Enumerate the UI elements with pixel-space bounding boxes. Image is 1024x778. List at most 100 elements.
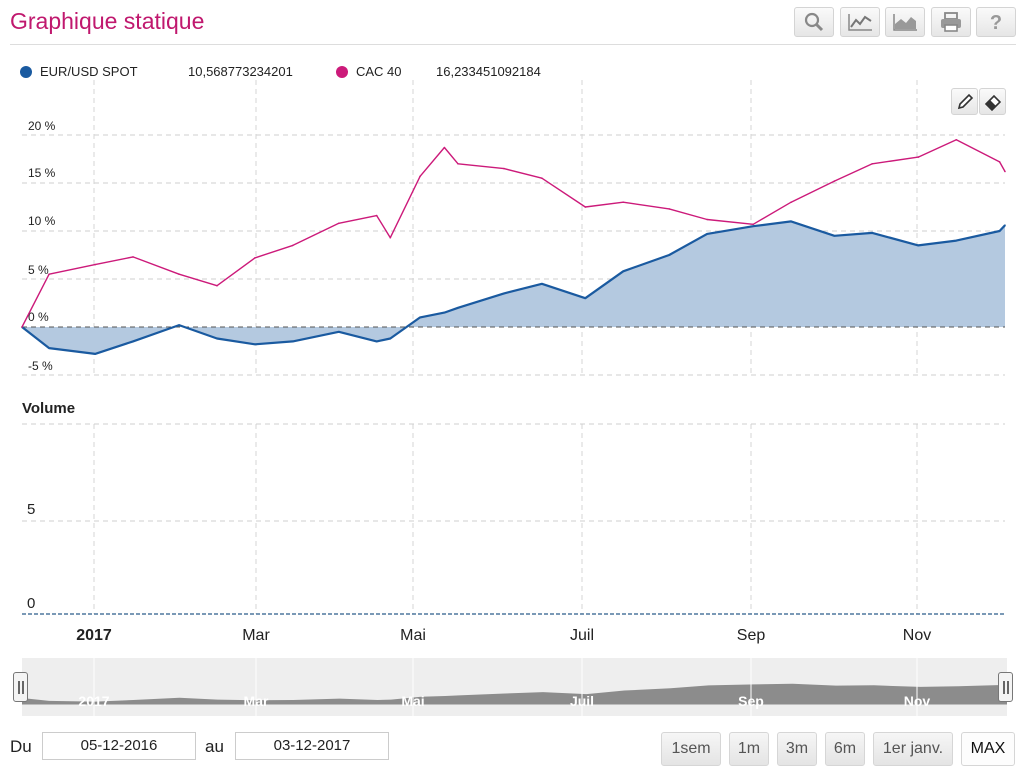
print-button[interactable]	[931, 7, 971, 37]
eurusd-point	[94, 353, 96, 355]
eurusd-point	[503, 292, 505, 295]
series-marker-icon	[20, 65, 32, 78]
navigator-right-handle[interactable]	[998, 672, 1013, 702]
eurusd-point	[375, 340, 378, 343]
range-max-button[interactable]: MAX	[961, 732, 1015, 766]
eurusd-point	[998, 230, 1001, 232]
print-icon	[941, 12, 961, 32]
eurusd-point	[668, 254, 670, 256]
to-label: au	[205, 737, 224, 756]
legend-name: CAC 40	[356, 64, 402, 79]
cac40-point	[622, 201, 624, 203]
cac40-point	[457, 163, 459, 165]
navigator-area	[22, 683, 1007, 705]
cac40-point	[375, 214, 378, 217]
eraser-icon	[984, 94, 1001, 111]
eurusd-point	[917, 244, 920, 247]
cac40-point	[871, 163, 874, 165]
cac40-point	[998, 161, 1001, 163]
range-3m-button[interactable]: 3m	[777, 732, 817, 766]
svg-text:?: ?	[990, 12, 1002, 33]
help-icon: ?	[990, 12, 1002, 33]
y-tick-label: 0 %	[28, 310, 49, 324]
y-tick-label: -5 %	[28, 359, 53, 373]
eurusd-point	[622, 270, 624, 273]
legend-value: 10,568773234201	[188, 64, 293, 79]
cac40-point	[338, 222, 340, 225]
cac40-point	[21, 326, 23, 328]
eurusd-point	[419, 316, 421, 319]
eurusd-point	[178, 324, 180, 326]
range-1m-button[interactable]: 1m	[729, 732, 769, 766]
cac40-point	[1004, 170, 1006, 173]
cac40-point	[48, 273, 50, 276]
cac40-point	[706, 218, 708, 221]
line-chart-button[interactable]	[840, 7, 880, 37]
x-tick-label: Nov	[902, 627, 932, 644]
cac40-point	[584, 206, 587, 208]
eurusd-point	[254, 343, 256, 346]
eurusd-point	[871, 232, 874, 234]
cac40-point	[216, 284, 218, 287]
cac40-point	[503, 167, 505, 170]
y-tick-label: 5 %	[28, 263, 49, 277]
pencil-button[interactable]	[951, 88, 978, 115]
legend-name: EUR/USD SPOT	[40, 64, 138, 79]
navigator-label: Mar	[243, 693, 269, 709]
cac40-point	[443, 146, 446, 149]
eurusd-point	[292, 340, 294, 343]
search-icon	[804, 12, 824, 32]
header-divider	[10, 44, 1016, 45]
cac40-point	[955, 139, 958, 141]
range-navigator[interactable]	[22, 658, 1007, 716]
eurusd-point	[790, 220, 792, 223]
help-button[interactable]: ?	[976, 7, 1016, 37]
eurusd-point	[132, 340, 134, 343]
eurusd-point	[706, 233, 708, 235]
cac40-point	[94, 263, 96, 266]
cac40-point	[752, 223, 754, 226]
line-chart-icon	[848, 14, 872, 31]
cac40-point	[833, 180, 836, 182]
from-date-input[interactable]: 05-12-2016	[42, 732, 196, 760]
navigator-label: Nov	[903, 693, 931, 709]
navigator-label: Mai	[401, 693, 425, 709]
legend-item-eurusd[interactable]: EUR/USD SPOT 10,568773234201	[20, 64, 293, 79]
eurusd-point	[457, 307, 459, 309]
range-1sem-button[interactable]: 1sem	[661, 732, 721, 766]
eurusd-point	[443, 311, 446, 314]
cac40-point	[389, 236, 392, 239]
range-ytd-button[interactable]: 1er janv.	[873, 732, 953, 766]
y-tick-label: 20 %	[28, 119, 56, 133]
cac40-point	[790, 201, 792, 203]
x-tick-label: Sep	[736, 627, 766, 644]
y-tick-label: 10 %	[28, 214, 56, 228]
eurusd-point	[541, 283, 543, 285]
y-tick-label: 15 %	[28, 166, 56, 180]
eurusd-line	[21, 220, 1006, 355]
eurusd-point	[1004, 224, 1006, 226]
eurusd-point	[216, 337, 218, 340]
series-marker-icon	[336, 65, 348, 78]
performance-chart	[21, 80, 1006, 615]
eurusd-point	[955, 239, 958, 242]
volume-tick-label: 0	[27, 595, 36, 612]
navigator-label: 2017	[78, 693, 110, 709]
cac40-point	[419, 175, 421, 178]
to-date-input[interactable]: 03-12-2017	[235, 732, 389, 760]
navigator-area-chart	[22, 658, 1007, 716]
navigator-left-handle[interactable]	[13, 672, 28, 702]
eraser-button[interactable]	[979, 88, 1006, 115]
search-button[interactable]	[794, 7, 834, 37]
cac40-point	[254, 257, 256, 259]
eurusd-area	[22, 221, 1005, 354]
eurusd-point	[389, 337, 392, 340]
area-chart-button[interactable]	[885, 7, 925, 37]
cac40-point	[132, 256, 134, 258]
range-6m-button[interactable]: 6m	[825, 732, 865, 766]
page-title: Graphique statique	[10, 8, 205, 34]
navigator-label: Juil	[569, 693, 595, 709]
legend-item-cac40[interactable]: CAC 40 16,233451092184	[336, 64, 541, 79]
eurusd-point	[584, 297, 587, 300]
cac40-point	[178, 273, 180, 276]
